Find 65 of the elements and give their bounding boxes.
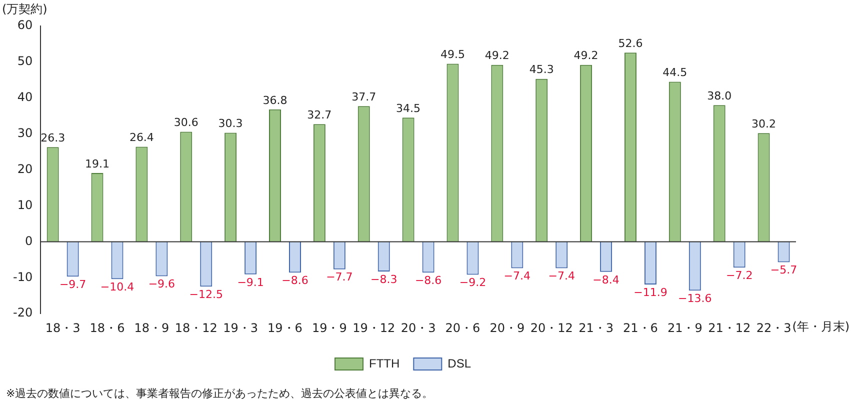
x-tick-label: 21・3 [578, 320, 614, 335]
data-label: −7.4 [548, 270, 575, 283]
data-label: 30.2 [752, 117, 776, 130]
x-tick-label: 18・9 [134, 320, 170, 335]
y-tick-label: 10 [17, 198, 33, 212]
x-tick-label: 19・9 [312, 320, 347, 335]
x-tick-label: 21・6 [623, 320, 658, 335]
data-label: 52.6 [618, 36, 643, 50]
x-tick-label: 19・6 [268, 320, 302, 335]
data-label: −7.7 [326, 270, 353, 284]
data-label: 38.0 [707, 89, 732, 102]
data-label: −8.6 [282, 274, 308, 287]
data-label: −5.7 [770, 264, 798, 277]
x-tick-label: 20・6 [445, 320, 480, 335]
data-label: 26.4 [129, 131, 154, 144]
y-tick-label: 0 [24, 234, 33, 248]
data-label: −9.1 [237, 276, 264, 289]
x-tick-label: 22・3 [756, 320, 792, 335]
x-tick-label: 21・12 [708, 320, 751, 335]
data-label: −8.3 [370, 272, 398, 286]
data-label: 32.7 [307, 108, 332, 122]
y-tick-label: -20 [12, 306, 33, 320]
y-tick-label: 20 [17, 162, 33, 176]
x-tick-label: 18・6 [90, 320, 125, 335]
data-label: −8.6 [414, 274, 442, 287]
data-label: −7.4 [504, 270, 531, 283]
data-label: 19.1 [85, 157, 110, 170]
x-tick-label: 19・12 [352, 320, 396, 335]
data-label: −9.7 [59, 278, 86, 291]
data-label: 36.8 [262, 94, 288, 107]
x-tick-label: 18・12 [174, 320, 218, 335]
data-label: −9.6 [148, 278, 176, 291]
y-tick-label: 30 [17, 126, 33, 140]
text: ※過去の数値については、事業者報告の修正があったため、過去の公表値とは異なる。 [6, 386, 434, 401]
x-tick-label: 20・9 [490, 320, 525, 335]
data-label: −10.4 [100, 280, 134, 294]
data-label: 37.7 [352, 90, 376, 104]
data-label: −13.6 [678, 292, 712, 305]
data-label: 49.5 [440, 48, 465, 62]
y-tick-label: 50 [17, 54, 33, 68]
data-label: −7.2 [726, 268, 753, 282]
data-label: 26.3 [40, 132, 66, 145]
x-tick-label: 20・3 [400, 320, 436, 335]
data-label: 34.5 [396, 102, 421, 116]
y-tick-label: 60 [17, 18, 33, 32]
data-label: 30.6 [174, 116, 198, 130]
data-label: 49.2 [574, 49, 598, 62]
x-tick-label: 20・12 [530, 320, 573, 335]
legend-label: FTTH [369, 356, 400, 370]
y-tick-label: 40 [17, 90, 33, 104]
data-label: 30.3 [218, 117, 243, 130]
x-tick-label: 18・3 [45, 320, 80, 335]
data-label: −11.9 [634, 286, 668, 299]
legend-label: DSL [448, 356, 472, 370]
data-label: −9.2 [459, 276, 486, 290]
data-label: 45.3 [529, 63, 554, 76]
data-label: −12.5 [189, 288, 223, 301]
x-tick-label: 21・9 [667, 320, 702, 335]
x-axis-title: (年・月末) [792, 320, 850, 334]
data-label: 49.2 [484, 49, 510, 62]
data-label: 44.5 [662, 66, 688, 80]
y-axis-title: (万契約) [2, 2, 48, 16]
data-label: −8.4 [592, 273, 620, 286]
x-tick-label: 19・3 [223, 320, 258, 335]
y-tick-label: -10 [12, 270, 33, 284]
